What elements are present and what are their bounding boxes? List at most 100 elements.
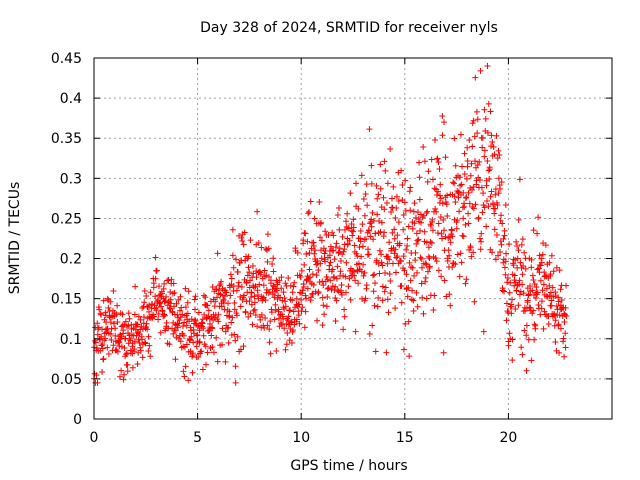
- data-point: [134, 360, 141, 367]
- data-point: [362, 190, 369, 197]
- data-point: [145, 333, 152, 340]
- data-point: [404, 242, 411, 249]
- data-point: [141, 299, 148, 306]
- data-point: [439, 200, 446, 207]
- data-point: [537, 262, 544, 269]
- data-point: [451, 135, 458, 142]
- data-point: [197, 348, 204, 355]
- data-point: [562, 344, 569, 351]
- data-point: [331, 274, 338, 281]
- data-point: [435, 159, 442, 166]
- data-point: [469, 143, 476, 150]
- data-point: [217, 291, 224, 298]
- data-point: [338, 282, 345, 289]
- data-point: [226, 284, 233, 291]
- data-point: [552, 317, 559, 324]
- data-point: [527, 304, 534, 311]
- data-point: [135, 313, 142, 320]
- data-point: [182, 304, 189, 311]
- data-point: [247, 277, 254, 284]
- data-point: [352, 328, 359, 335]
- data-point: [409, 225, 416, 232]
- data-point: [366, 330, 373, 337]
- data-point: [382, 270, 389, 277]
- data-point: [442, 154, 449, 161]
- data-point: [176, 307, 183, 314]
- data-point: [394, 232, 401, 239]
- data-point: [359, 243, 366, 250]
- data-point: [229, 226, 236, 233]
- data-point: [213, 286, 220, 293]
- data-point: [185, 288, 192, 295]
- data-point: [374, 211, 381, 218]
- data-point: [159, 308, 166, 315]
- data-point: [530, 307, 537, 314]
- data-point: [320, 302, 327, 309]
- data-point: [402, 207, 409, 214]
- data-point: [553, 303, 560, 310]
- data-point: [519, 236, 526, 243]
- data-point: [498, 241, 505, 248]
- data-point: [481, 204, 488, 211]
- data-point: [491, 210, 498, 217]
- data-point: [170, 280, 177, 287]
- data-point: [242, 309, 249, 316]
- data-point: [255, 239, 262, 246]
- data-point: [123, 323, 130, 330]
- data-point: [311, 250, 318, 257]
- data-point: [389, 229, 396, 236]
- data-point: [290, 283, 297, 290]
- data-point: [324, 276, 331, 283]
- data-point: [298, 296, 305, 303]
- data-point: [322, 228, 329, 235]
- data-point: [287, 282, 294, 289]
- data-point: [181, 373, 188, 380]
- data-point: [350, 224, 357, 231]
- data-point: [287, 307, 294, 314]
- data-point: [483, 223, 490, 230]
- data-point: [387, 277, 394, 284]
- data-point: [232, 256, 239, 263]
- data-point: [521, 249, 528, 256]
- data-point: [243, 280, 250, 287]
- data-point: [225, 300, 232, 307]
- data-point: [403, 271, 410, 278]
- data-point: [488, 143, 495, 150]
- data-point: [415, 236, 422, 243]
- data-point: [163, 319, 170, 326]
- data-point: [406, 353, 413, 360]
- data-point: [239, 238, 246, 245]
- data-point: [468, 253, 475, 260]
- data-point: [376, 247, 383, 254]
- data-point: [318, 237, 325, 244]
- y-tick-label: 0: [73, 412, 82, 428]
- data-point: [299, 287, 306, 294]
- data-point: [373, 182, 380, 189]
- data-point: [464, 144, 471, 151]
- data-point: [474, 116, 481, 123]
- data-point: [445, 247, 452, 254]
- data-point: [245, 264, 252, 271]
- data-point: [160, 285, 167, 292]
- data-point: [321, 250, 328, 257]
- data-point: [404, 235, 411, 242]
- data-point: [477, 246, 484, 253]
- data-point: [341, 313, 348, 320]
- chart-title: Day 328 of 2024, SRMTID for receiver nyl…: [200, 20, 498, 36]
- data-point: [303, 295, 310, 302]
- data-point: [119, 311, 126, 318]
- data-point: [320, 282, 327, 289]
- data-point: [511, 272, 518, 279]
- data-point: [502, 201, 509, 208]
- data-point: [479, 134, 486, 141]
- data-point: [300, 283, 307, 290]
- data-point: [329, 266, 336, 273]
- data-point: [498, 179, 505, 186]
- data-point: [529, 272, 536, 279]
- data-point: [157, 299, 164, 306]
- data-point: [218, 278, 225, 285]
- data-point: [485, 203, 492, 210]
- data-point: [295, 312, 302, 319]
- data-point: [399, 181, 406, 188]
- data-point: [298, 267, 305, 274]
